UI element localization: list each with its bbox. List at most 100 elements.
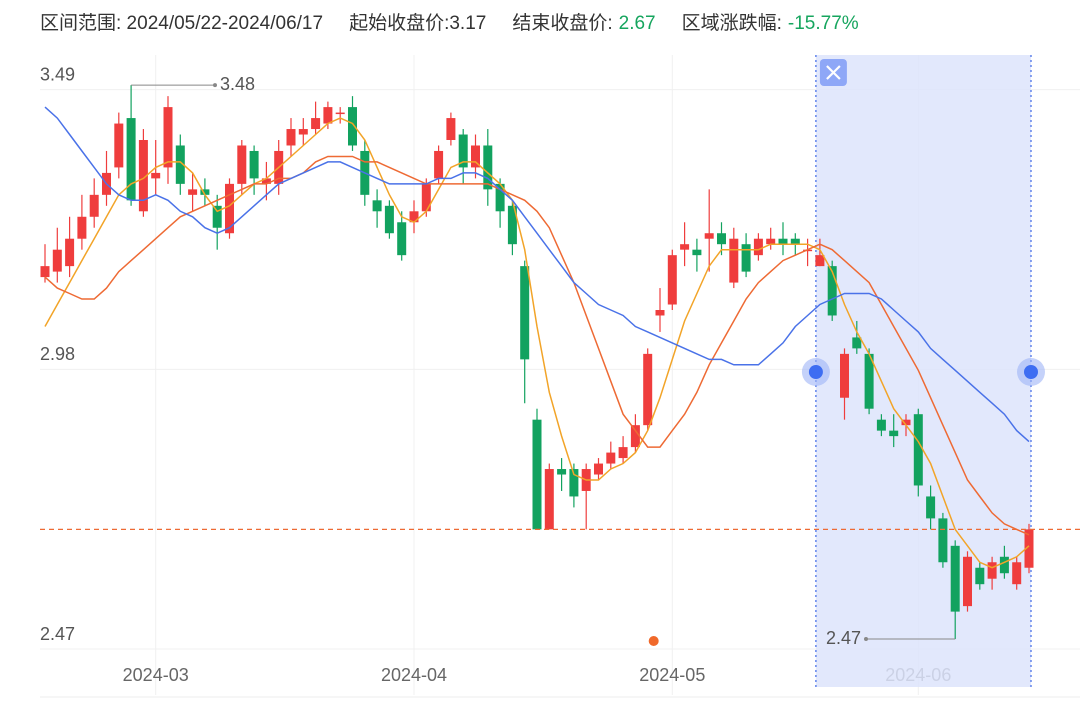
candle-body	[569, 469, 579, 497]
candle-body	[237, 145, 247, 184]
end-close-label: 结束收盘价:	[512, 13, 613, 34]
candle-body	[286, 129, 296, 146]
candle-body	[975, 567, 985, 585]
candle-body	[151, 172, 161, 179]
candle-body	[532, 419, 542, 530]
ma-line	[44, 106, 1030, 443]
close-icon	[826, 65, 841, 80]
ma-line	[44, 155, 1030, 536]
max-label: 3.48	[220, 74, 255, 94]
candle-body	[212, 205, 222, 228]
start-close: 起始收盘价:3.17	[349, 13, 487, 34]
candle-body	[372, 200, 382, 212]
candle-body	[89, 194, 99, 217]
candle-body	[495, 183, 505, 212]
candle-body	[311, 118, 321, 130]
candle-body	[126, 118, 136, 201]
candle-body	[249, 150, 259, 179]
candle-body	[864, 353, 874, 409]
candle-body	[643, 353, 653, 426]
candle-body	[544, 469, 554, 530]
candle-body	[606, 452, 616, 464]
candle-body	[692, 249, 702, 256]
range-handle[interactable]	[808, 365, 823, 379]
candle-body	[65, 238, 75, 267]
candle-body	[963, 556, 972, 607]
candle-body	[938, 518, 948, 563]
candle-body	[434, 150, 444, 179]
candle-body	[1012, 562, 1022, 585]
candle-body	[926, 496, 936, 519]
candle-body	[298, 129, 308, 135]
candle-body	[815, 255, 825, 267]
x-tick-label: 2024-04	[381, 665, 447, 685]
candle-body	[421, 183, 431, 212]
candle-body	[778, 238, 788, 245]
highlight-region	[815, 55, 1031, 687]
candle-body	[889, 430, 899, 437]
y-tick-label: 2.47	[40, 624, 75, 644]
candle-body	[384, 205, 394, 234]
candle-body	[188, 189, 198, 195]
candle-body	[138, 140, 148, 212]
candle-body	[471, 145, 480, 168]
min-pointer-dot	[864, 637, 868, 642]
candle-body	[446, 118, 456, 140]
candle-body	[52, 249, 62, 272]
candle-body	[225, 183, 234, 234]
change-value: -15.77%	[787, 13, 859, 34]
event-marker[interactable]	[648, 636, 659, 646]
candle-body	[901, 419, 911, 426]
candle-body	[704, 233, 714, 239]
candle-body	[261, 178, 271, 184]
candle-body	[175, 145, 185, 184]
end-close-value: 2.67	[618, 13, 656, 34]
candle-body	[200, 189, 210, 195]
candle-body	[667, 255, 677, 305]
candle-body	[729, 238, 739, 283]
candle-body	[323, 107, 333, 124]
candle-body	[766, 238, 776, 245]
candle-body	[753, 238, 763, 256]
candle-body	[680, 244, 690, 250]
candle-body	[1024, 529, 1034, 568]
range-handle[interactable]	[1024, 365, 1038, 379]
candle-body	[114, 123, 124, 168]
candle-body	[483, 145, 493, 190]
candle-body	[557, 469, 567, 475]
x-tick-label: 2024-03	[123, 665, 189, 685]
range-header: 区间范围: 2024/05/22-2024/06/17 起始收盘价:3.17 结束收…	[40, 8, 885, 35]
candle-body	[741, 244, 751, 272]
candle-body	[163, 107, 173, 168]
candle-body	[790, 238, 800, 245]
ma-line	[44, 117, 1030, 569]
candle-body	[999, 556, 1009, 574]
candle-body	[458, 134, 468, 168]
candle-body	[913, 414, 923, 486]
candle-body	[840, 353, 849, 398]
candle-body	[594, 463, 603, 475]
candle-body	[827, 266, 837, 316]
min-label: 2.47	[826, 628, 861, 648]
candle-body	[77, 216, 87, 239]
max-pointer-dot	[213, 83, 217, 88]
range-label: 区间范围: 2024/05/22-2024/06/17	[40, 13, 324, 34]
candle-body	[409, 211, 419, 223]
candle-body	[397, 222, 407, 256]
change-label: 区域涨跌幅:	[681, 13, 782, 34]
candle-body	[655, 310, 665, 316]
candle-body	[335, 112, 345, 115]
candle-body	[618, 447, 628, 459]
candle-body	[348, 107, 357, 146]
candle-body	[630, 425, 640, 448]
candle-body	[520, 266, 530, 360]
candle-body	[852, 337, 862, 349]
y-tick-label: 2.98	[40, 344, 75, 364]
y-tick-label: 3.49	[40, 64, 75, 84]
candle-body	[717, 233, 726, 245]
x-tick-label: 2024-05	[639, 665, 705, 685]
candle-body	[876, 419, 886, 431]
candle-body	[507, 205, 517, 245]
